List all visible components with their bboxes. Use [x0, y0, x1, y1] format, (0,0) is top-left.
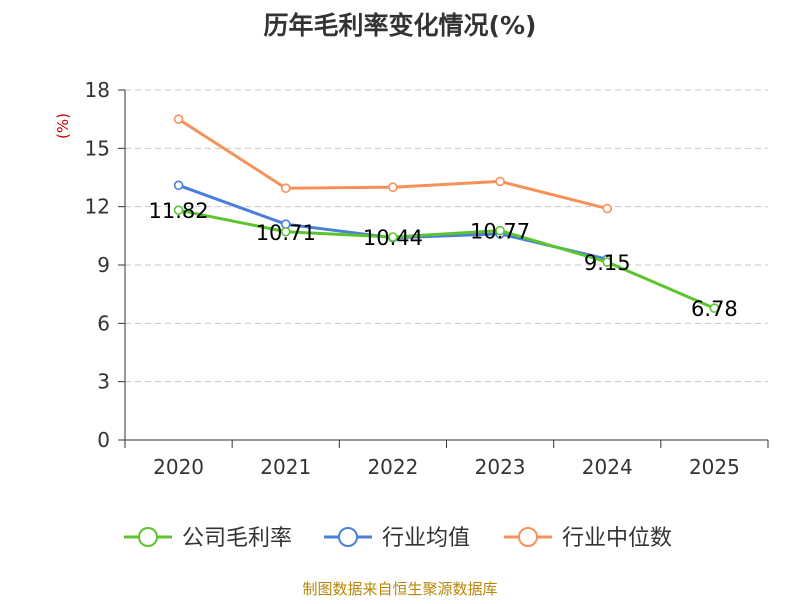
y-tick-label: 3: [97, 370, 110, 394]
y-tick-label: 6: [97, 311, 110, 335]
legend-swatch-marker: [338, 527, 358, 547]
x-tick-label: 2023: [475, 455, 526, 479]
legend-label: 行业均值: [382, 526, 470, 551]
data-point: [495, 225, 505, 236]
legend-swatch-marker: [518, 527, 538, 547]
legend: 公司毛利率 行业均值 行业中位数: [124, 526, 672, 551]
data-label: 10.71: [256, 221, 316, 245]
y-tick-label: 9: [97, 253, 110, 277]
data-point: [280, 183, 291, 193]
grid-lines: [125, 89, 768, 383]
data-label: 9.15: [584, 251, 631, 275]
data-point: [280, 226, 291, 237]
source-note: 制图数据来自恒生聚源数据库: [302, 580, 497, 598]
data-point: [173, 114, 184, 124]
data-point: [602, 203, 613, 214]
y-axis-label: (%): [54, 113, 72, 139]
x-tick-label: 2025: [689, 455, 740, 479]
data-point: [709, 303, 720, 313]
data-point: [602, 257, 613, 267]
data-label: 10.44: [363, 226, 423, 250]
data-label: 10.77: [470, 220, 530, 244]
data-point: [388, 232, 398, 242]
x-tick-label: 2024: [582, 455, 633, 479]
data-point: [495, 176, 505, 187]
data-point: [173, 180, 184, 191]
series-group: [173, 114, 720, 313]
data-label: 6.78: [691, 297, 738, 321]
data-label: 11.82: [149, 199, 209, 223]
chart-title: 历年毛利率变化情况(%): [264, 11, 537, 40]
y-tick-label: 0: [97, 428, 110, 452]
x-tick-label: 2020: [153, 455, 204, 479]
series-line: [177, 117, 608, 211]
x-tick-label: 2022: [367, 455, 418, 479]
data-point: [173, 205, 184, 215]
legend-label: 公司毛利率: [182, 526, 292, 551]
axes: 0 3 6 9 12 15 18 2020 2021 2022 2023 2024 2025: [85, 78, 769, 479]
legend-swatch-marker: [138, 527, 158, 547]
series-line: [178, 208, 715, 310]
x-tick-label: 2021: [260, 455, 311, 479]
y-tick-label: 18: [85, 78, 110, 102]
legend-label: 行业中位数: [562, 526, 672, 551]
data-labels: 11.82 10.71 10.44 10.77 9.15 6.78: [149, 199, 738, 321]
data-point: [388, 182, 398, 193]
y-tick-label: 12: [85, 195, 110, 219]
y-tick-label: 15: [85, 136, 110, 160]
